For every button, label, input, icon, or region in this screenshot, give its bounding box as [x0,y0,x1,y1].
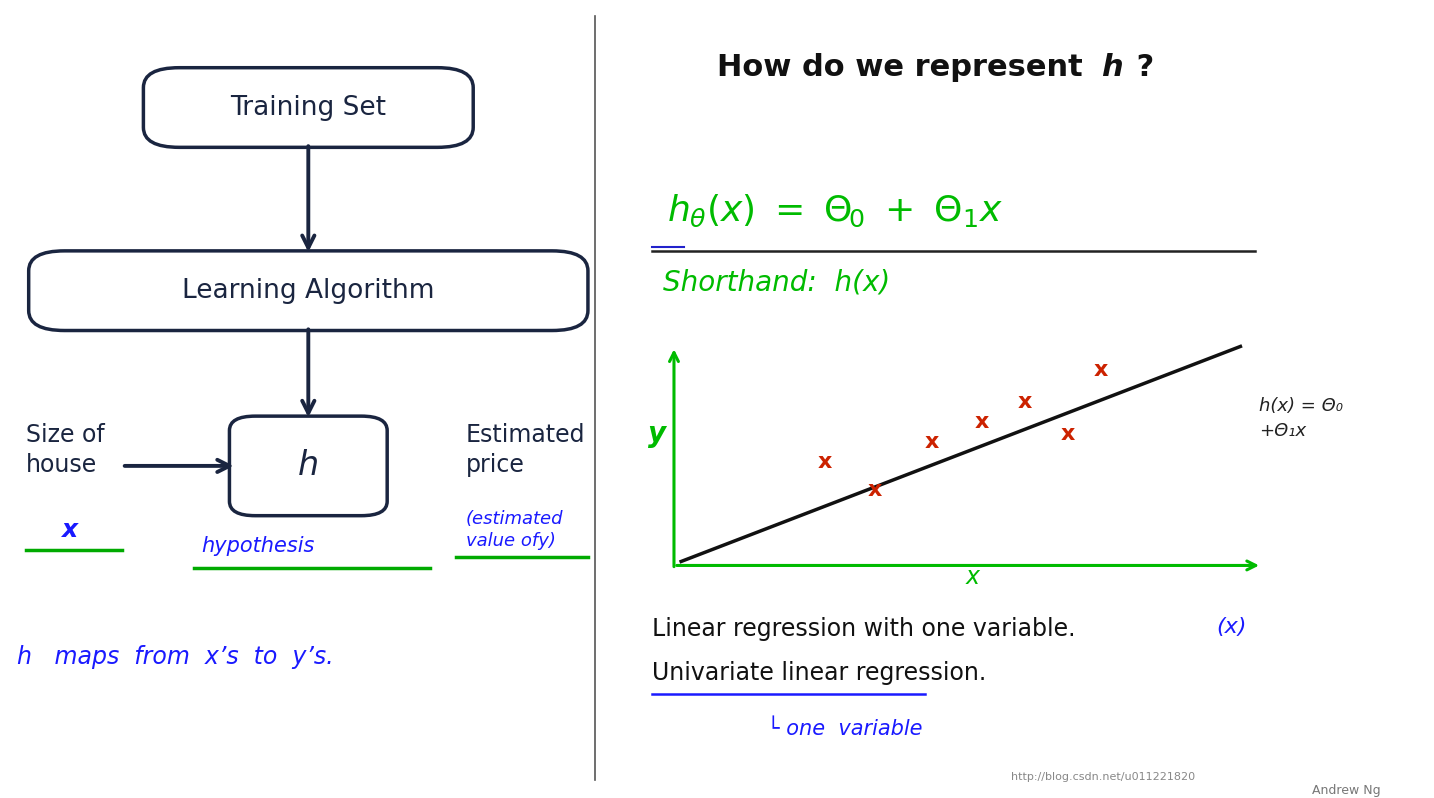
Text: x: x [60,518,77,542]
Text: ?: ? [1126,53,1154,82]
Text: h(x) = Θ₀
+Θ₁x: h(x) = Θ₀ +Θ₁x [1259,397,1344,440]
Text: Estimated
price: Estimated price [466,423,585,477]
Text: x: x [868,480,882,500]
Text: x: x [1018,392,1032,413]
Text: y: y [648,420,665,448]
Text: Training Set: Training Set [231,94,386,120]
Text: h: h [1101,53,1123,82]
Text: Shorthand:  h(x): Shorthand: h(x) [663,269,889,297]
Text: hypothesis: hypothesis [201,535,315,555]
FancyBboxPatch shape [29,251,588,330]
Text: Andrew Ng: Andrew Ng [1312,784,1381,796]
Text: x: x [1061,424,1076,444]
Text: x: x [817,452,832,472]
Text: h: h [298,449,318,483]
Text: Size of
house: Size of house [26,423,105,477]
FancyBboxPatch shape [143,68,473,148]
Text: (estimated
value ofy): (estimated value ofy) [466,509,564,550]
Text: x: x [925,432,939,452]
Text: x: x [965,566,979,590]
Text: http://blog.csdn.net/u011221820: http://blog.csdn.net/u011221820 [1011,772,1195,781]
Text: Univariate linear regression.: Univariate linear regression. [652,661,987,685]
Text: x: x [975,412,989,432]
Text: x: x [1094,361,1108,381]
Text: How do we represent: How do we represent [717,53,1093,82]
Text: Learning Algorithm: Learning Algorithm [182,278,435,304]
Text: $h_\theta(x)\ =\ \Theta_{\!0}\ +\ \Theta_1 x$: $h_\theta(x)\ =\ \Theta_{\!0}\ +\ \Theta… [667,193,1002,229]
Text: h   maps  from  x’s  to  y’s.: h maps from x’s to y’s. [17,645,334,669]
Text: Linear regression with one variable.: Linear regression with one variable. [652,617,1076,641]
Text: └ one  variable: └ one variable [767,719,922,739]
Text: (x): (x) [1216,617,1246,637]
FancyBboxPatch shape [229,416,387,516]
